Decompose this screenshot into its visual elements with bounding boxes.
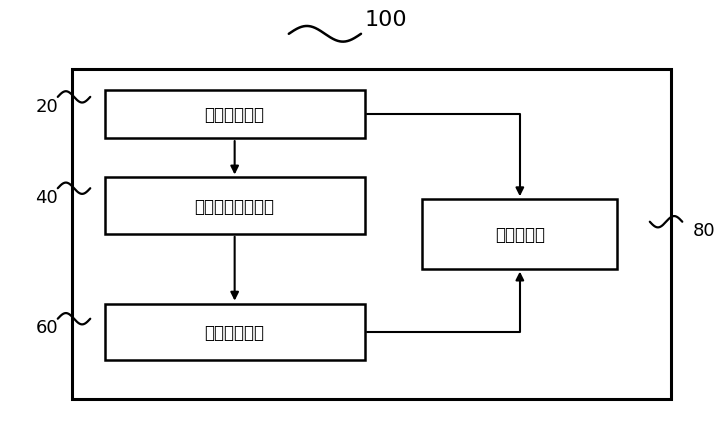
Text: 晶体演化模块: 晶体演化模块 (204, 323, 265, 341)
Bar (105, 304, 365, 360)
Bar (422, 200, 617, 269)
Text: 晶体生成模块: 晶体生成模块 (204, 106, 265, 124)
Text: 100: 100 (365, 10, 408, 30)
Bar (72, 69, 671, 399)
Bar (105, 178, 365, 234)
Text: 20: 20 (35, 97, 58, 115)
Text: 60: 60 (35, 319, 58, 337)
Text: 40: 40 (35, 188, 58, 207)
Bar (105, 91, 365, 139)
Text: 80: 80 (692, 221, 716, 239)
Text: 晶体能量计算模块: 晶体能量计算模块 (195, 197, 274, 215)
Text: 晶体数据库: 晶体数据库 (495, 225, 545, 243)
